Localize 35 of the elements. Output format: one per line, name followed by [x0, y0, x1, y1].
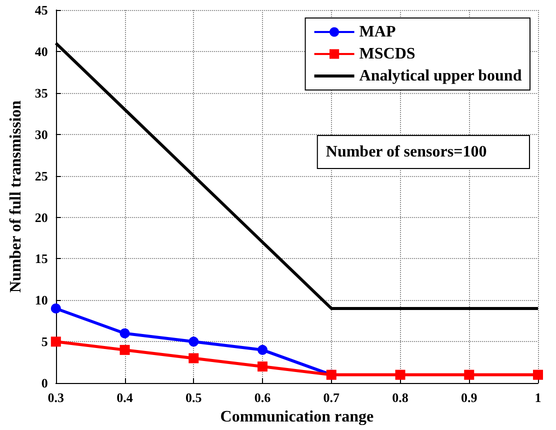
y-tick-label: 10 [34, 292, 48, 308]
point [533, 370, 543, 380]
y-axis-title: Number of full transmission [8, 100, 24, 293]
x-tick-label: 0.7 [323, 390, 340, 406]
x-tick-label: 0.8 [392, 390, 409, 406]
x-tick-label: 0.9 [461, 390, 478, 406]
legend-label: Analytical upper bound [359, 68, 522, 84]
y-tick-label: 45 [34, 2, 48, 18]
y-tick-label: 25 [34, 168, 48, 184]
point [188, 353, 199, 364]
x-tick-label: 0.3 [48, 390, 65, 406]
annotation: Number of sensors=100 [326, 144, 487, 160]
y-tick-label: 0 [41, 376, 48, 391]
x-tick-label: 1 [534, 390, 542, 406]
point [258, 362, 268, 372]
point [464, 370, 474, 380]
y-tick-label: 30 [34, 126, 48, 142]
point [395, 370, 406, 380]
y-tick-label: 5 [41, 334, 48, 350]
point [50, 303, 61, 314]
point [120, 328, 130, 338]
x-tick-label: 0.5 [186, 390, 202, 406]
point [188, 336, 199, 347]
x-axis-title: Communication range [220, 408, 374, 426]
legend-label: MSCDS [359, 46, 416, 62]
point [50, 336, 61, 347]
x-tick-label: 0.6 [254, 390, 272, 406]
y-tick-label: 35 [34, 85, 48, 100]
point [120, 344, 130, 355]
y-tick-label: 15 [34, 251, 48, 266]
legend-label: MAP [359, 24, 396, 40]
y-tick-label: 40 [34, 44, 48, 59]
point [258, 344, 268, 355]
y-tick-label: 20 [34, 210, 48, 225]
x-tick-label: 0.4 [116, 390, 134, 406]
